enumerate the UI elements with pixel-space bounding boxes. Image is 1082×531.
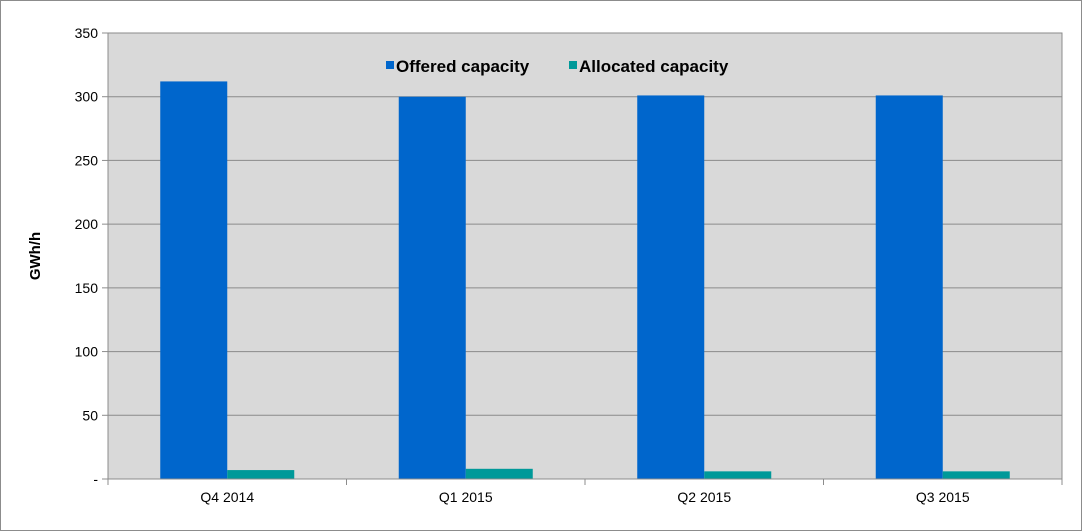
x-tick-label: Q4 2014 xyxy=(200,489,254,505)
y-tick-label: 100 xyxy=(75,344,99,360)
bar-offered xyxy=(160,81,228,480)
bar-allocated xyxy=(942,471,1010,479)
bar-offered xyxy=(398,96,466,479)
y-tick-label: - xyxy=(93,471,98,487)
bar-allocated xyxy=(227,470,295,479)
bars xyxy=(160,81,1010,480)
bar-offered xyxy=(875,95,943,479)
y-tick-label: 200 xyxy=(75,216,99,232)
axes xyxy=(102,32,1063,485)
legend-label: Offered capacity xyxy=(396,57,530,76)
y-tick-label: 250 xyxy=(75,152,99,168)
y-tick-labels: - 50 100 150 200 250 300 350 xyxy=(75,25,99,487)
x-tick-label: Q1 2015 xyxy=(439,489,493,505)
y-tick-label: 350 xyxy=(75,25,99,41)
y-axis-title: GWh/h xyxy=(27,232,44,280)
y-tick-label: 150 xyxy=(75,280,99,296)
x-tick-label: Q3 2015 xyxy=(916,489,970,505)
bar-allocated xyxy=(465,468,533,479)
bar-offered xyxy=(637,95,705,479)
y-tick-label: 300 xyxy=(75,89,99,105)
y-tick-label: 50 xyxy=(82,407,98,423)
x-tick-label: Q2 2015 xyxy=(677,489,731,505)
legend-swatch xyxy=(386,61,394,69)
legend-swatch xyxy=(569,61,577,69)
legend-label: Allocated capacity xyxy=(579,57,729,76)
legend: Offered capacity Allocated capacity xyxy=(386,57,729,76)
x-tick-labels: Q4 2014 Q1 2015 Q2 2015 Q3 2015 xyxy=(200,489,969,505)
bar-allocated xyxy=(704,471,772,479)
